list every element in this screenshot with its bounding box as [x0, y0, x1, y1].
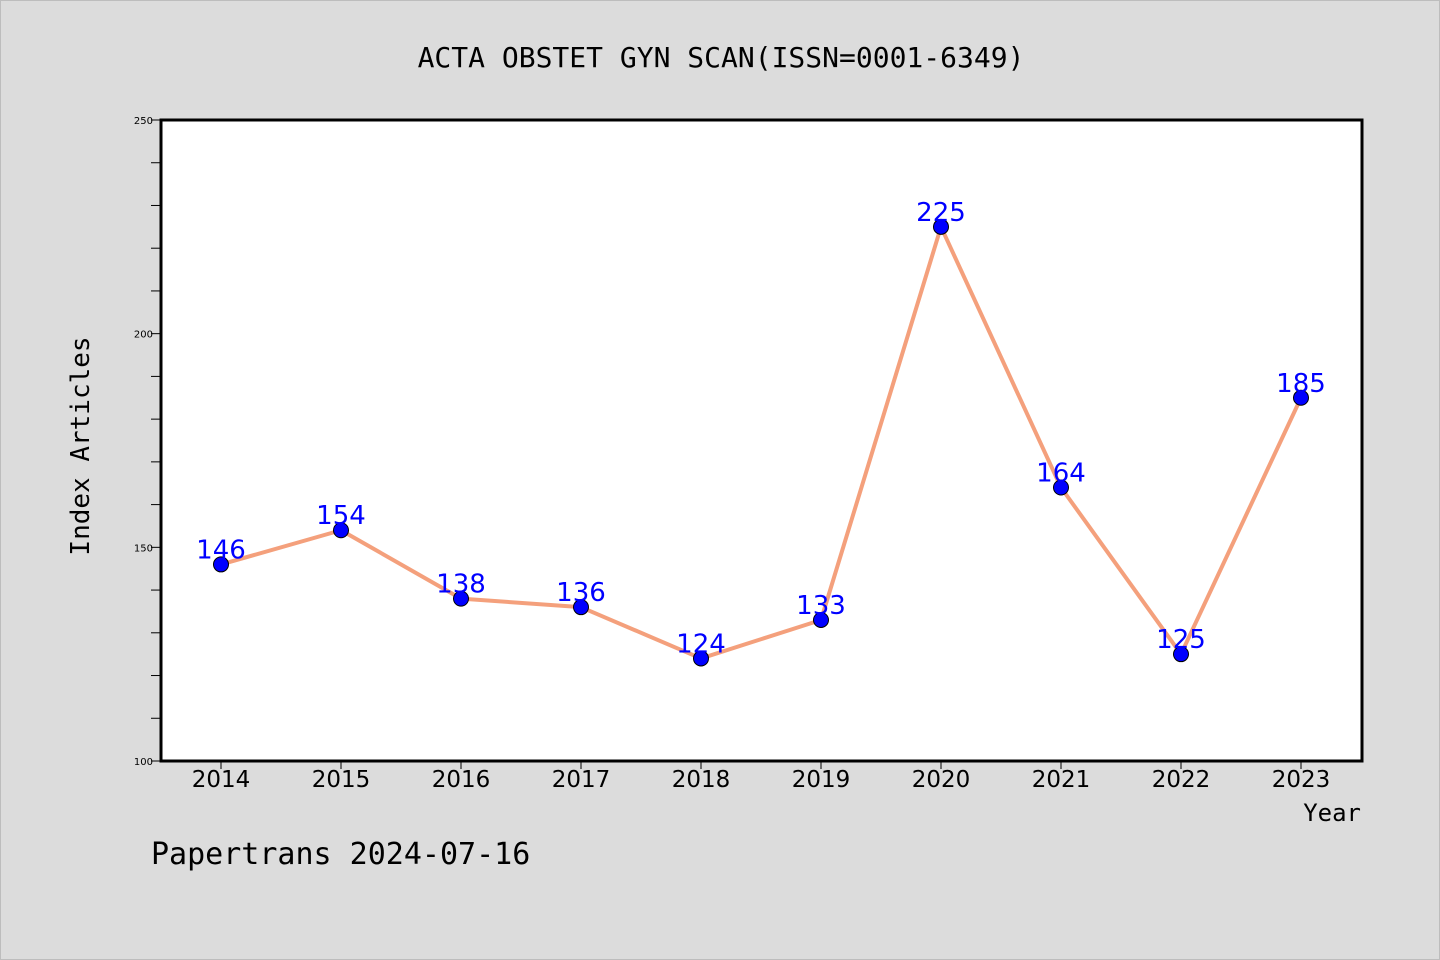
- data-point: [573, 599, 589, 616]
- plot-area: [159, 118, 1364, 763]
- data-label: 154: [316, 501, 366, 531]
- x-tick-label: 2016: [432, 767, 491, 793]
- data-label: 125: [1156, 625, 1206, 655]
- data-label: 138: [436, 570, 486, 600]
- data-label: 146: [196, 535, 246, 565]
- data-label: 136: [556, 578, 606, 608]
- y-tick-label: 200: [134, 330, 153, 341]
- chart-title: ACTA OBSTET GYN SCAN(ISSN=0001-6349): [418, 41, 1025, 74]
- data-markers: [213, 218, 1309, 667]
- y-axis-label: Index Articles: [66, 336, 96, 555]
- data-point: [333, 522, 349, 539]
- data-point: [813, 611, 829, 628]
- x-tick-label: 2014: [192, 767, 251, 793]
- series-line: [220, 224, 1303, 661]
- y-axis: 100 150 200 250: [134, 116, 161, 768]
- x-tick-label: 2017: [552, 767, 611, 793]
- x-tick-label: 2023: [1272, 767, 1331, 793]
- x-tick-label: 2021: [1032, 767, 1091, 793]
- x-axis-label: Year: [1303, 799, 1361, 827]
- data-point: [933, 218, 949, 235]
- x-tick-label: 2015: [312, 767, 371, 793]
- data-labels: 146 154 138 136 124 133 225 164 125 185: [196, 198, 1326, 660]
- y-tick-label: 250: [134, 116, 153, 127]
- data-label: 185: [1276, 369, 1326, 399]
- x-tick-label: 2019: [792, 767, 851, 793]
- data-point: [1053, 479, 1069, 496]
- footer-credit: Papertrans 2024-07-16: [151, 837, 530, 872]
- y-tick-label: 100: [134, 757, 153, 768]
- data-label: 164: [1036, 459, 1086, 489]
- data-label: 124: [676, 629, 726, 659]
- x-tick-label: 2018: [672, 767, 731, 793]
- data-point: [1173, 646, 1189, 663]
- y-tick-label: 150: [134, 543, 153, 554]
- data-point: [1293, 389, 1309, 406]
- data-point: [693, 650, 709, 667]
- data-label: 133: [796, 591, 846, 621]
- data-label: 225: [916, 198, 966, 228]
- x-tick-label: 2022: [1152, 767, 1211, 793]
- x-tick-label: 2020: [912, 767, 971, 793]
- data-point: [213, 556, 229, 573]
- data-point: [453, 590, 469, 607]
- x-axis: 2014 2015 2016 2017 2018 2019 2020 2021 2022 2023: [192, 761, 1331, 793]
